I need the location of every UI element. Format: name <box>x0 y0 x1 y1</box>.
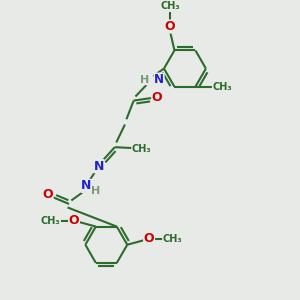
Text: CH₃: CH₃ <box>160 1 180 11</box>
Text: O: O <box>144 232 154 245</box>
Text: CH₃: CH₃ <box>163 234 182 244</box>
Text: CH₃: CH₃ <box>212 82 232 92</box>
Text: H: H <box>91 186 101 196</box>
Text: CH₃: CH₃ <box>41 216 61 226</box>
Text: O: O <box>69 214 79 227</box>
Text: N: N <box>81 179 92 192</box>
Text: O: O <box>165 20 176 33</box>
Text: N: N <box>94 160 104 172</box>
Text: O: O <box>43 188 53 201</box>
Text: H: H <box>140 75 149 85</box>
Text: O: O <box>152 91 162 104</box>
Text: CH₃: CH₃ <box>132 144 152 154</box>
Text: N: N <box>154 73 164 86</box>
